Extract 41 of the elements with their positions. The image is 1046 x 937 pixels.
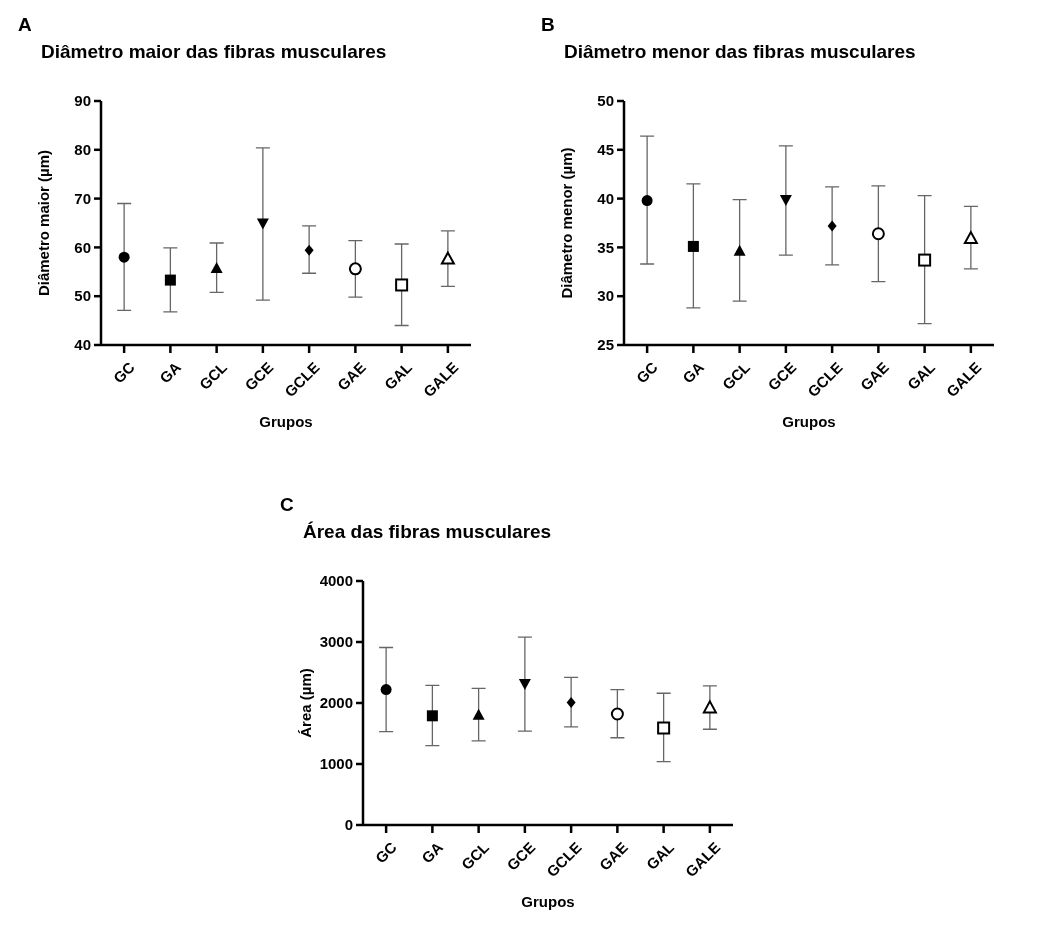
y-tick-label: 2000	[319, 694, 353, 712]
x-tick-label: GCL	[718, 358, 754, 393]
x-tick-label: GAL	[903, 358, 939, 393]
y-tick-label: 40	[597, 189, 614, 207]
chart-title: Diâmetro maior das fibras musculares	[41, 41, 387, 62]
chart-title: Diâmetro menor das fibras musculares	[564, 41, 916, 62]
x-axis-title: Grupos	[782, 413, 836, 430]
x-tick-label: GCL	[195, 358, 231, 393]
chart-title: Área das fibras musculares	[303, 521, 552, 542]
x-tick-label: GC	[109, 358, 138, 387]
x-tick-label: GA	[417, 838, 447, 867]
y-tick-label: 30	[597, 287, 614, 305]
x-tick-label: GAL	[642, 838, 678, 873]
y-axis-title: Diâmetro menor (µm)	[558, 147, 575, 299]
y-tick-label: 25	[597, 336, 614, 354]
y-tick-label: 1000	[319, 755, 353, 773]
x-tick-label: GCL	[457, 838, 493, 873]
y-axis-title: Diâmetro maior (µm)	[35, 149, 52, 297]
x-tick-label: GA	[155, 358, 185, 387]
x-tick-label: GC	[632, 358, 661, 387]
x-tick-label: GA	[678, 358, 708, 387]
y-tick-label: 70	[74, 189, 91, 207]
text: A	[18, 14, 32, 35]
y-tick-label: 3000	[319, 633, 353, 651]
text: B	[541, 14, 555, 35]
x-axis-title: Grupos	[521, 893, 575, 910]
y-tick-label: 80	[74, 141, 91, 159]
y-tick-label: 40	[74, 336, 91, 354]
y-tick-label: 50	[74, 287, 91, 305]
y-tick-label: 90	[74, 92, 91, 110]
x-axis-title: Grupos	[259, 413, 313, 430]
y-tick-label: 45	[597, 141, 614, 159]
y-tick-label: 50	[597, 92, 614, 110]
y-axis-title: Área (µm)	[297, 668, 314, 738]
y-tick-label: 4000	[319, 572, 353, 590]
text: C	[280, 494, 294, 515]
x-tick-label: GAL	[380, 358, 416, 393]
y-tick-label: 60	[74, 238, 91, 256]
x-tick-label: GC	[371, 838, 400, 867]
y-tick-label: 35	[597, 238, 614, 256]
y-tick-label: 0	[344, 816, 353, 834]
